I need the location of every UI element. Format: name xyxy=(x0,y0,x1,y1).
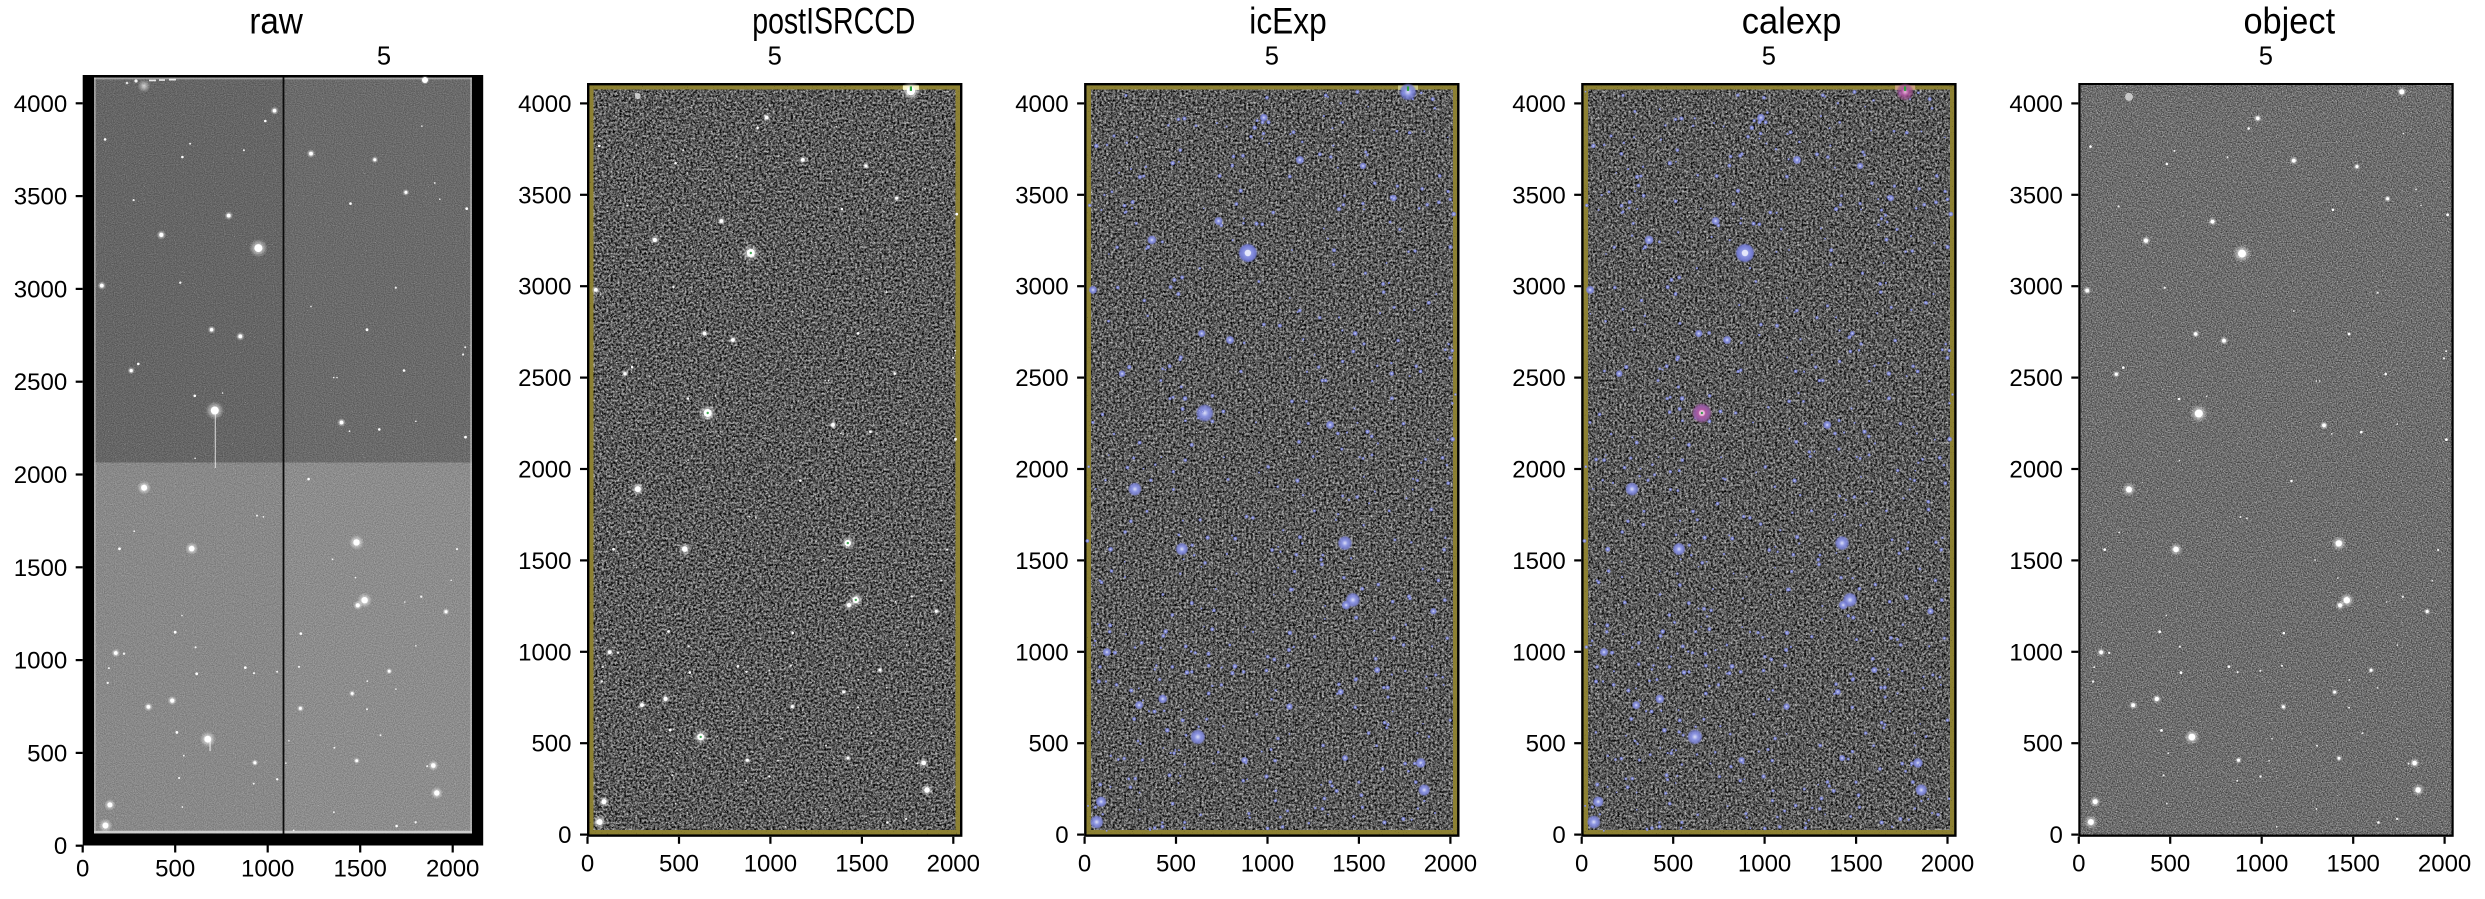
svg-text:1500: 1500 xyxy=(334,856,387,883)
svg-text:2500: 2500 xyxy=(2009,365,2062,392)
svg-text:2000: 2000 xyxy=(1424,851,1477,878)
svg-text:1000: 1000 xyxy=(241,856,294,883)
svg-text:calexp: calexp xyxy=(1742,0,1842,41)
svg-text:4000: 4000 xyxy=(1512,91,1565,118)
svg-text:3000: 3000 xyxy=(2009,274,2062,301)
svg-text:500: 500 xyxy=(1156,851,1196,878)
svg-text:1000: 1000 xyxy=(2009,639,2062,666)
svg-text:0: 0 xyxy=(2049,822,2062,849)
svg-text:2000: 2000 xyxy=(2009,457,2062,484)
svg-text:0: 0 xyxy=(54,833,67,860)
svg-text:0: 0 xyxy=(2072,851,2085,878)
svg-text:500: 500 xyxy=(1029,731,1069,758)
svg-text:1500: 1500 xyxy=(1512,548,1565,575)
svg-text:1500: 1500 xyxy=(835,851,888,878)
svg-text:2000: 2000 xyxy=(14,462,67,489)
svg-text:4000: 4000 xyxy=(518,91,571,118)
svg-text:500: 500 xyxy=(1653,851,1693,878)
svg-text:object: object xyxy=(2243,0,2335,41)
svg-text:3000: 3000 xyxy=(1512,274,1565,301)
svg-text:1000: 1000 xyxy=(1015,639,1068,666)
svg-text:1000: 1000 xyxy=(1738,851,1791,878)
svg-text:1500: 1500 xyxy=(2327,851,2380,878)
svg-text:3500: 3500 xyxy=(518,182,571,209)
svg-text:1500: 1500 xyxy=(14,555,67,582)
svg-text:2000: 2000 xyxy=(426,856,479,883)
svg-text:2500: 2500 xyxy=(1015,365,1068,392)
svg-text:3000: 3000 xyxy=(1015,274,1068,301)
svg-text:4000: 4000 xyxy=(2009,91,2062,118)
svg-text:icExp: icExp xyxy=(1249,1,1326,42)
svg-text:1500: 1500 xyxy=(1015,548,1068,575)
svg-text:3000: 3000 xyxy=(518,274,571,301)
svg-text:0: 0 xyxy=(1575,851,1588,878)
svg-text:5: 5 xyxy=(1265,43,1279,71)
svg-text:1500: 1500 xyxy=(1332,851,1385,878)
svg-text:1000: 1000 xyxy=(744,851,797,878)
svg-text:1000: 1000 xyxy=(518,639,571,666)
svg-text:500: 500 xyxy=(659,851,699,878)
svg-text:500: 500 xyxy=(155,856,195,883)
svg-text:1000: 1000 xyxy=(2235,851,2288,878)
svg-text:2000: 2000 xyxy=(927,851,980,878)
svg-text:500: 500 xyxy=(531,731,571,758)
svg-text:1500: 1500 xyxy=(518,548,571,575)
svg-text:1000: 1000 xyxy=(1241,851,1294,878)
svg-text:500: 500 xyxy=(2150,851,2190,878)
svg-text:0: 0 xyxy=(1552,822,1565,849)
svg-text:5: 5 xyxy=(1762,43,1776,71)
svg-text:0: 0 xyxy=(558,822,571,849)
svg-text:3000: 3000 xyxy=(14,276,67,303)
svg-text:3500: 3500 xyxy=(2009,182,2062,209)
svg-text:1500: 1500 xyxy=(1829,851,1882,878)
svg-text:4000: 4000 xyxy=(14,91,67,118)
svg-text:2000: 2000 xyxy=(1921,851,1974,878)
svg-text:500: 500 xyxy=(2023,731,2063,758)
svg-text:5: 5 xyxy=(2259,43,2273,71)
svg-text:2500: 2500 xyxy=(1512,365,1565,392)
svg-text:1000: 1000 xyxy=(1512,639,1565,666)
svg-text:500: 500 xyxy=(27,740,67,767)
svg-text:postISRCCD: postISRCCD xyxy=(752,0,915,41)
svg-text:1500: 1500 xyxy=(2009,548,2062,575)
svg-text:4000: 4000 xyxy=(1015,91,1068,118)
svg-text:raw: raw xyxy=(249,1,303,42)
svg-text:3500: 3500 xyxy=(14,184,67,211)
svg-text:2500: 2500 xyxy=(14,369,67,396)
svg-text:0: 0 xyxy=(76,856,89,883)
svg-text:1000: 1000 xyxy=(14,648,67,675)
svg-text:2000: 2000 xyxy=(1015,457,1068,484)
svg-text:5: 5 xyxy=(768,43,782,71)
svg-text:500: 500 xyxy=(1526,731,1566,758)
svg-text:3500: 3500 xyxy=(1512,182,1565,209)
svg-text:0: 0 xyxy=(1055,822,1068,849)
svg-text:5: 5 xyxy=(377,43,391,71)
svg-text:0: 0 xyxy=(1078,851,1091,878)
svg-text:2500: 2500 xyxy=(518,365,571,392)
svg-text:2000: 2000 xyxy=(518,457,571,484)
svg-text:3500: 3500 xyxy=(1015,182,1068,209)
svg-text:0: 0 xyxy=(581,851,594,878)
svg-text:2000: 2000 xyxy=(1512,457,1565,484)
svg-text:2000: 2000 xyxy=(2418,851,2471,878)
